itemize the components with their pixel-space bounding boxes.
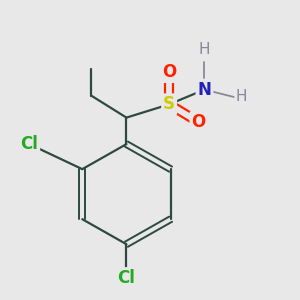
Text: Cl: Cl <box>118 269 135 287</box>
Text: S: S <box>163 95 175 113</box>
Text: O: O <box>191 113 206 131</box>
Text: Cl: Cl <box>20 135 38 153</box>
Text: N: N <box>197 81 212 99</box>
Text: O: O <box>162 63 176 81</box>
Text: H: H <box>236 89 247 104</box>
Text: H: H <box>199 42 210 57</box>
